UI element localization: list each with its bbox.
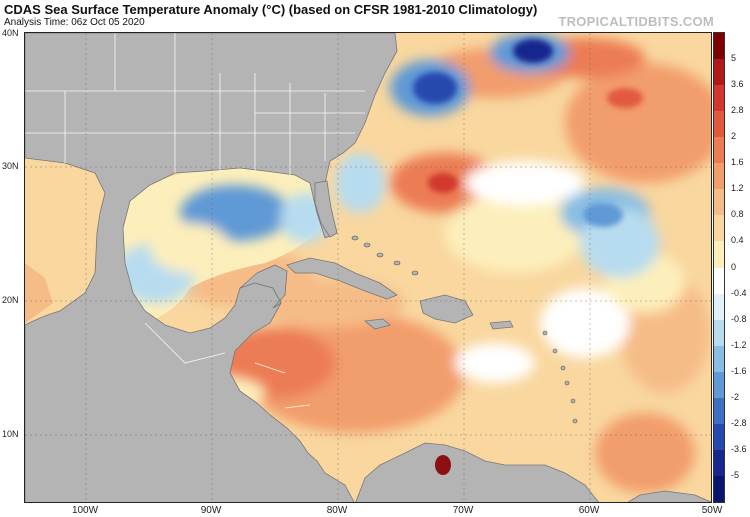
colorbar-swatch (714, 345, 724, 373)
colorbar-tick-label: -5 (731, 469, 740, 480)
colorbar-swatch (714, 85, 724, 112)
map-canvas (25, 33, 711, 502)
colorbar-tick-label: 2 (731, 131, 737, 142)
lat-label-30n: 30N (2, 161, 19, 171)
colorbar-tick-label: 0.8 (731, 209, 744, 220)
lon-label-100w: 100W (71, 505, 99, 516)
colorbar-swatch (714, 371, 724, 399)
colorbar-swatch (714, 319, 724, 347)
gulf-of-mexico (113, 167, 330, 323)
lon-label-90w: 90W (200, 505, 222, 516)
lat-label-40n: 40N (2, 28, 19, 38)
colorbar-tick-label: 0.4 (731, 235, 744, 246)
colorbar-swatch (714, 111, 724, 138)
analysis-time: Analysis Time: 06z Oct 05 2020 (4, 17, 145, 28)
colorbar-tick-label: -2 (731, 391, 740, 402)
colorbar-swatch (714, 163, 724, 190)
lon-label-80w: 80W (326, 505, 348, 516)
lon-label-70w: 70W (452, 505, 474, 516)
lat-label-20n: 20N (2, 295, 19, 305)
florida (314, 180, 338, 238)
colorbar-tick-label: 5 (731, 53, 737, 64)
lon-label-50w: 50W (701, 505, 723, 516)
colorbar-swatch (714, 189, 724, 216)
colorbar-swatch (714, 423, 724, 451)
jamaica (363, 318, 391, 330)
colorbar-tick-label: -1.2 (731, 339, 747, 350)
colorbar-tick-label: -2.8 (731, 417, 747, 428)
colorbar-swatch (714, 59, 724, 86)
colorbar-swatch (714, 215, 724, 242)
political-borders (25, 33, 365, 409)
lon-label-60w: 60W (578, 505, 600, 516)
small-islands (351, 235, 578, 424)
south-america (355, 442, 599, 502)
cuba (286, 257, 398, 300)
yucatan-peninsula (239, 264, 288, 309)
colorbar-tick-label: 0 (731, 261, 737, 272)
colorbar-tick-label: -0.8 (731, 313, 747, 324)
colorbar-swatch (714, 293, 724, 321)
colorbar-tick-label: -0.4 (731, 287, 747, 298)
colorbar-swatch (714, 475, 724, 503)
landmass (25, 33, 711, 502)
colorbar-swatch (714, 241, 724, 268)
map-title: CDAS Sea Surface Temperature Anomaly (°C… (4, 2, 538, 17)
colorbar-swatch (714, 33, 724, 60)
colorbar-swatch (714, 267, 724, 295)
colorbar-swatch (714, 137, 724, 164)
sst-anomaly-map (24, 32, 712, 503)
colorbar-swatch (714, 397, 724, 425)
colorbar-tick-label: -3.6 (731, 443, 747, 454)
graticule (25, 33, 711, 502)
colorbar-tick-label: -1.6 (731, 365, 747, 376)
colorbar-tick-label: 3.6 (731, 79, 744, 90)
colorbar-swatch (714, 449, 724, 477)
brand-watermark: TROPICALTIDBITS.COM (558, 14, 714, 29)
puerto-rico (489, 320, 514, 330)
colorbar-tick-label: 2.8 (731, 105, 744, 116)
colorbar (713, 32, 725, 503)
colorbar-tick-label: 1.6 (731, 157, 744, 168)
colorbar-tick-label: 1.2 (731, 183, 744, 194)
lat-label-10n: 10N (2, 429, 19, 439)
